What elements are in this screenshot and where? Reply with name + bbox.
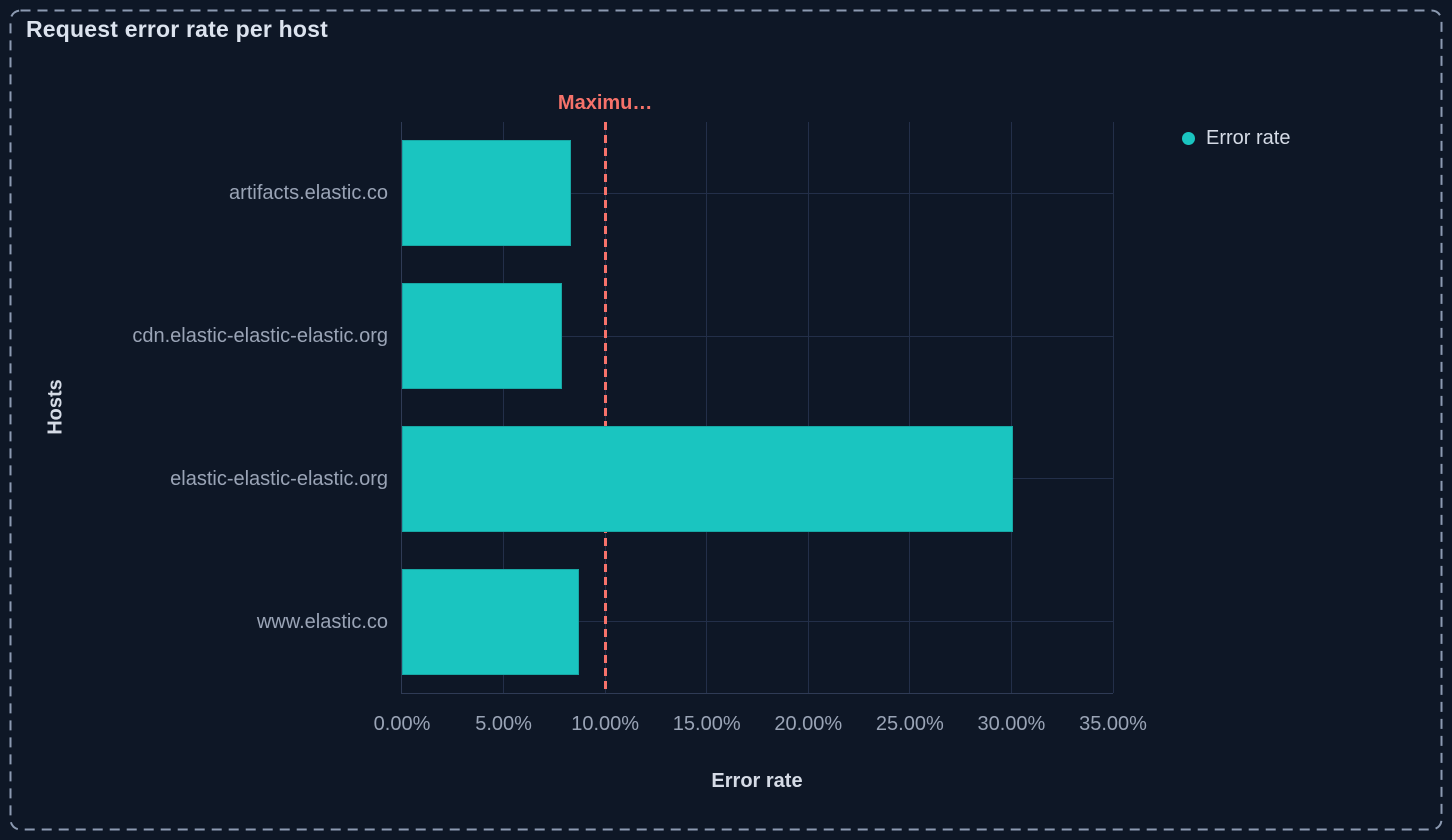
bar[interactable] — [402, 140, 571, 247]
x-axis-tick-label: 35.00% — [1079, 713, 1147, 735]
y-axis-category-label: www.elastic.co — [256, 610, 388, 633]
x-axis-tick-label: 5.00% — [475, 713, 532, 735]
bar[interactable] — [402, 568, 579, 675]
y-axis-category-label: cdn.elastic-elastic-elastic.org — [132, 325, 388, 348]
panel-title: Request error rate per host — [26, 16, 328, 42]
x-axis-line — [401, 693, 1113, 694]
y-axis-title: Hosts — [44, 379, 67, 435]
legend: Error rate — [1182, 126, 1290, 150]
x-axis-title: Error rate — [711, 770, 803, 792]
gridline-vertical — [1112, 122, 1114, 693]
x-axis-tick-label: 0.00% — [373, 713, 431, 735]
x-axis-tick-label: 30.00% — [977, 713, 1046, 735]
x-axis-tick-label: 15.00% — [672, 713, 741, 735]
bar[interactable] — [402, 283, 563, 390]
gridline-vertical — [503, 122, 505, 693]
x-axis-tick-label: 25.00% — [875, 713, 944, 735]
y-axis-line — [401, 122, 402, 693]
gridline-vertical — [1010, 122, 1012, 693]
threshold-line — [603, 122, 607, 693]
legend-item-label: Error rate — [1206, 127, 1291, 149]
x-axis-tick-label: 10.00% — [571, 713, 640, 735]
gridline-horizontal — [402, 335, 1113, 337]
gridline-vertical — [909, 122, 911, 693]
gridline-vertical — [706, 122, 708, 693]
legend-color-dot-icon — [1182, 131, 1195, 145]
y-axis-category-label: elastic-elastic-elastic.org — [170, 467, 388, 490]
bar[interactable] — [402, 425, 1014, 532]
gridline-vertical — [807, 122, 809, 693]
legend-item-error-rate[interactable]: Error rate — [1182, 126, 1290, 150]
gridline-horizontal — [402, 192, 1113, 194]
y-axis-category-label: artifacts.elastic.co — [229, 182, 388, 205]
x-axis-tick-label: 20.00% — [774, 713, 843, 735]
gridline-horizontal — [402, 621, 1113, 623]
annotation-label: Maximu… — [557, 92, 653, 114]
